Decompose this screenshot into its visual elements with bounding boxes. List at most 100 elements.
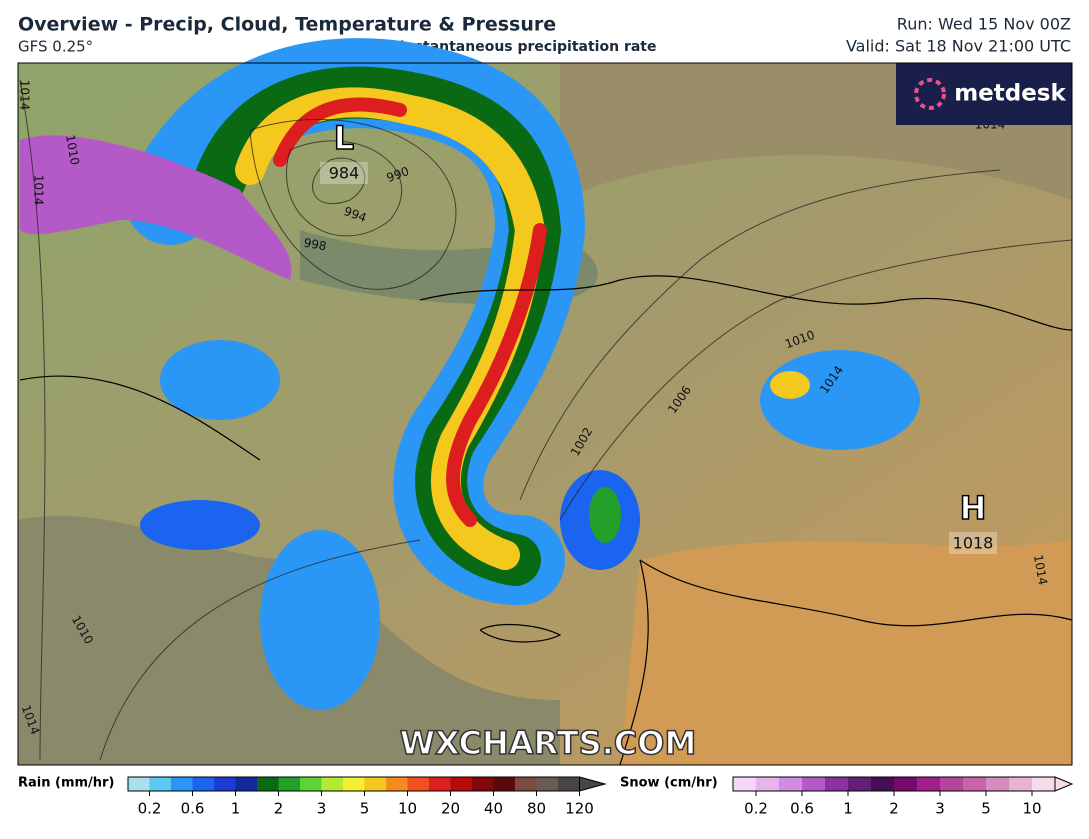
subtitle: Instantaneous precipitation rate: [400, 39, 657, 55]
legend-swatch: [917, 777, 940, 791]
center-symbol: L: [334, 119, 354, 157]
legend-swatch: [192, 777, 214, 791]
legend-tick-label: 1: [843, 800, 853, 818]
legend-swatch: [756, 777, 779, 791]
isobars: [19, 79, 1073, 761]
legend-swatch: [515, 777, 537, 791]
logo-mark: [914, 78, 946, 110]
legend-swatch: [848, 777, 871, 791]
legend-tick-label: 3: [317, 800, 327, 818]
legend-tick-label: 5: [360, 800, 370, 818]
center-label-bg: [949, 532, 997, 554]
isobar: [312, 157, 366, 205]
legend-tick-label: 120: [565, 800, 594, 818]
patch: [260, 530, 380, 710]
legend-tick-label: 2: [274, 800, 284, 818]
patch: [589, 487, 621, 543]
legend-tick-label: 80: [527, 800, 546, 818]
legend-tick-label: 10: [1022, 800, 1041, 818]
legend-swatch: [300, 777, 322, 791]
legend-swatch: [472, 777, 494, 791]
isobar: [286, 140, 403, 237]
legend: Rain (mm/hr) 0.2 0.6 1 2 3 5 10 20 40 80 120 Snow (c…: [18, 776, 1074, 818]
precip-intense: [273, 97, 547, 527]
logo-box: [896, 63, 1072, 125]
precip-band: [125, 38, 585, 605]
legend-swatch: [386, 777, 408, 791]
legend-swatch: [779, 777, 802, 791]
isobar-label: 1014: [1031, 554, 1050, 587]
legend-swatch: [450, 777, 472, 791]
legend-tick-label: 5: [981, 800, 991, 818]
pressure-centers: L 984 H 1018: [320, 118, 997, 554]
legend-swatch: [407, 777, 429, 791]
patch: [770, 371, 810, 399]
legend-swatch: [257, 777, 279, 791]
legend-swatch: [940, 777, 963, 791]
legend-arrow: [1054, 776, 1074, 792]
map: 1014101010149909949981002100610101014101…: [17, 38, 1073, 766]
title: Overview - Precip, Cloud, Temperature & …: [18, 14, 556, 36]
legend-swatch: [871, 777, 894, 791]
precip-patches: [20, 135, 920, 710]
center-symbol: H: [960, 489, 987, 527]
legend-swatch: [321, 777, 343, 791]
legend-swatch: [536, 777, 558, 791]
legend-tick-label: 20: [441, 800, 460, 818]
legend-label: Snow (cm/hr): [620, 776, 718, 791]
patch: [760, 350, 920, 450]
legend-swatch: [825, 777, 848, 791]
legend-swatch: [493, 777, 515, 791]
legend-swatch: [986, 777, 1009, 791]
center-label-bg: [320, 162, 368, 184]
legend-tick-label: 0.2: [138, 800, 162, 818]
watermark: WXCHARTS.COM: [400, 724, 697, 762]
legend-tick-label: 0.2: [744, 800, 768, 818]
legend-swatch: [235, 777, 257, 791]
model: GFS 0.25°: [18, 38, 93, 56]
legend-tick-label: 3: [935, 800, 945, 818]
isobar: [19, 79, 46, 761]
legend-swatch: [1009, 777, 1032, 791]
isobar: [249, 119, 457, 290]
legend-swatch: [149, 777, 171, 791]
legend-swatch: [733, 777, 756, 791]
cyprus: [479, 623, 562, 643]
legend-label: Rain (mm/hr): [18, 776, 114, 791]
legend-swatch: [802, 777, 825, 791]
logo: metdesk: [954, 81, 1066, 107]
legend-frame: [127, 776, 580, 792]
legend-tick-label: 2: [889, 800, 899, 818]
center-value: 1018: [953, 534, 994, 553]
isobar: [99, 539, 421, 761]
desert: [620, 540, 1072, 765]
patch: [140, 500, 260, 550]
isobar-label: 998: [303, 236, 328, 254]
legend-swatch: [894, 777, 917, 791]
legend-swatch: [1032, 777, 1055, 791]
legend-swatch: [128, 777, 150, 791]
run-time: Run: Wed 15 Nov 00Z: [897, 15, 1071, 34]
isobar-label: 1010: [63, 134, 82, 167]
legend-tick-label: 0.6: [181, 800, 205, 818]
isobar: [519, 169, 1001, 501]
legend-swatch: [278, 777, 300, 791]
center-value: 984: [329, 164, 360, 183]
legend-tick-label: 10: [398, 800, 417, 818]
legend-swatch: [364, 777, 386, 791]
border: [19, 275, 1073, 766]
map-frame: [17, 62, 1073, 766]
valid-time: Valid: Sat 18 Nov 21:00 UTC: [846, 37, 1071, 56]
legend-arrow: [579, 776, 607, 792]
legend-swatch: [429, 777, 451, 791]
isobar-label: 1014: [32, 175, 46, 206]
isobar: [559, 239, 1073, 521]
legend-swatch: [963, 777, 986, 791]
snow-patch: [20, 135, 292, 280]
legend-swatch: [558, 777, 580, 791]
patch: [160, 340, 280, 420]
legend-swatch: [171, 777, 193, 791]
